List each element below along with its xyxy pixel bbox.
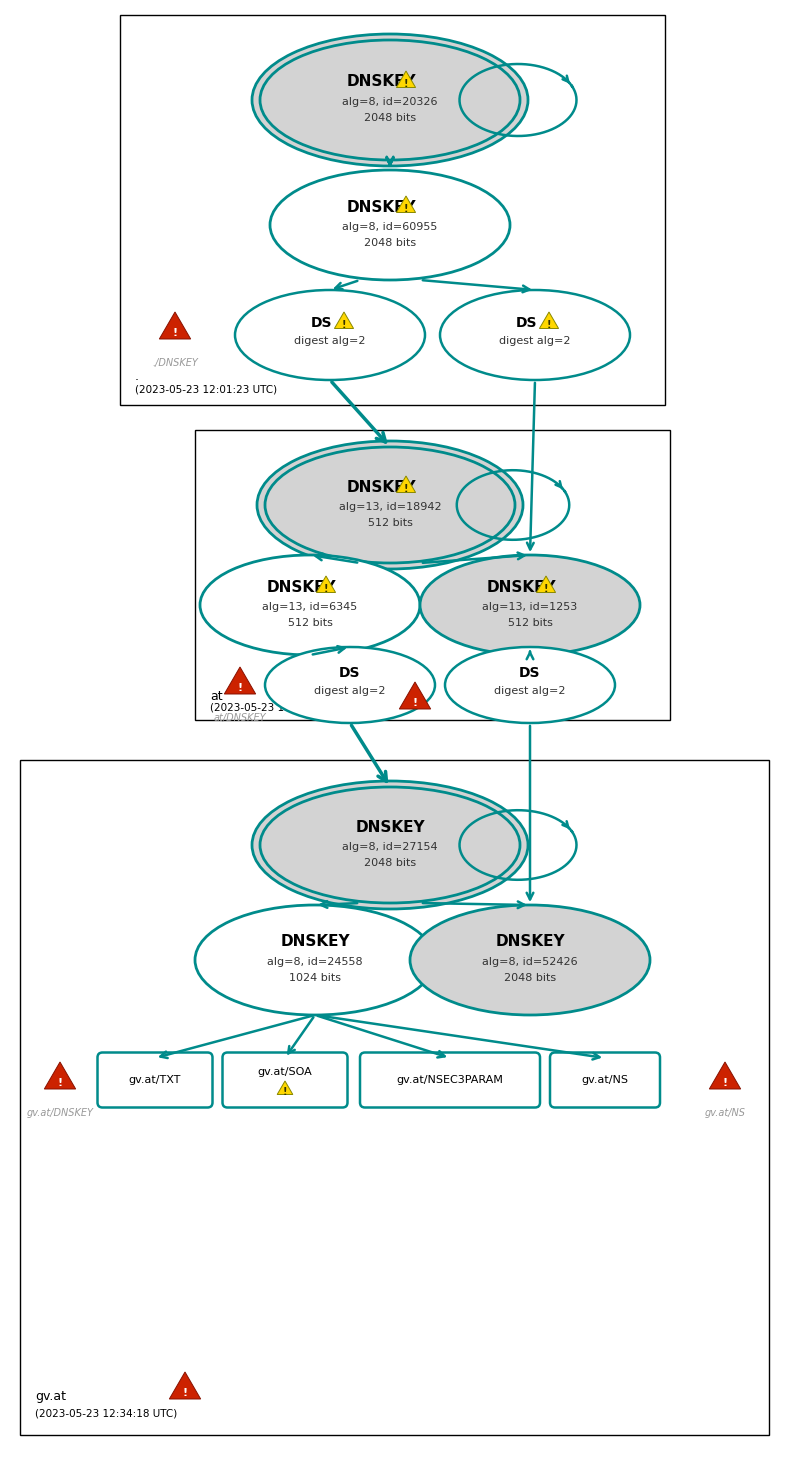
- Text: alg=13, id=18942: alg=13, id=18942: [338, 502, 441, 512]
- Polygon shape: [224, 667, 256, 695]
- Text: gv.at/DNSKEY: gv.at/DNSKEY: [27, 1108, 94, 1118]
- Ellipse shape: [265, 447, 515, 563]
- Text: alg=13, id=6345: alg=13, id=6345: [263, 602, 357, 612]
- Text: digest alg=2: digest alg=2: [494, 686, 566, 696]
- Ellipse shape: [252, 34, 528, 167]
- Text: !: !: [173, 327, 178, 338]
- Text: !: !: [237, 683, 242, 693]
- Text: DNSKEY: DNSKEY: [280, 935, 350, 950]
- Polygon shape: [170, 1372, 200, 1398]
- Text: !: !: [544, 584, 548, 594]
- Text: alg=8, id=24558: alg=8, id=24558: [267, 957, 363, 968]
- Ellipse shape: [445, 648, 615, 723]
- Ellipse shape: [270, 170, 510, 280]
- Text: gv.at/NS: gv.at/NS: [705, 1108, 746, 1118]
- Text: (2023-05-23 12:33:22 UTC): (2023-05-23 12:33:22 UTC): [210, 702, 352, 712]
- Text: 2048 bits: 2048 bits: [364, 114, 416, 122]
- Text: !: !: [58, 1078, 62, 1087]
- Text: alg=13, id=1253: alg=13, id=1253: [482, 602, 578, 612]
- Ellipse shape: [440, 291, 630, 381]
- Ellipse shape: [265, 648, 435, 723]
- Text: DNSKEY: DNSKEY: [346, 75, 416, 90]
- Bar: [195, 431, 670, 720]
- Text: DS: DS: [519, 667, 540, 680]
- Text: !: !: [342, 320, 346, 330]
- Text: DS: DS: [516, 316, 538, 330]
- Text: gv.at/NS: gv.at/NS: [581, 1075, 629, 1086]
- Ellipse shape: [252, 780, 528, 909]
- Text: 512 bits: 512 bits: [368, 518, 413, 528]
- Ellipse shape: [410, 906, 650, 1015]
- Text: !: !: [404, 484, 408, 494]
- Text: 512 bits: 512 bits: [507, 618, 552, 628]
- Text: 2048 bits: 2048 bits: [504, 974, 556, 982]
- Polygon shape: [277, 1081, 293, 1094]
- Text: !: !: [723, 1078, 727, 1087]
- Text: digest alg=2: digest alg=2: [294, 336, 366, 347]
- Text: DNSKEY: DNSKEY: [266, 580, 336, 594]
- Text: digest alg=2: digest alg=2: [314, 686, 386, 696]
- Polygon shape: [44, 1062, 76, 1089]
- Text: !: !: [404, 80, 408, 88]
- Text: gv.at: gv.at: [35, 1389, 66, 1403]
- Text: !: !: [413, 698, 417, 708]
- Ellipse shape: [195, 906, 435, 1015]
- Polygon shape: [159, 313, 191, 339]
- Text: alg=8, id=20326: alg=8, id=20326: [342, 97, 438, 108]
- Text: DS: DS: [311, 316, 333, 330]
- Text: (2023-05-23 12:01:23 UTC): (2023-05-23 12:01:23 UTC): [135, 385, 277, 395]
- Ellipse shape: [260, 788, 520, 903]
- Ellipse shape: [260, 40, 520, 159]
- Bar: [20, 760, 769, 1435]
- Text: !: !: [547, 320, 552, 330]
- Text: .: .: [135, 370, 139, 384]
- Text: DNSKEY: DNSKEY: [355, 820, 424, 835]
- Ellipse shape: [257, 441, 523, 569]
- Text: !: !: [182, 1388, 188, 1398]
- Text: at: at: [210, 690, 222, 704]
- Text: (2023-05-23 12:34:18 UTC): (2023-05-23 12:34:18 UTC): [35, 1409, 178, 1417]
- Polygon shape: [537, 577, 555, 593]
- Polygon shape: [540, 313, 559, 329]
- Text: !: !: [282, 1087, 287, 1097]
- FancyBboxPatch shape: [550, 1053, 660, 1108]
- Text: !: !: [404, 204, 408, 214]
- Text: alg=8, id=60955: alg=8, id=60955: [342, 223, 438, 232]
- Polygon shape: [335, 313, 353, 329]
- Text: at/DNSKEY: at/DNSKEY: [214, 712, 267, 723]
- Text: alg=8, id=52426: alg=8, id=52426: [482, 957, 578, 968]
- Polygon shape: [396, 196, 416, 212]
- Text: gv.at/SOA: gv.at/SOA: [258, 1066, 312, 1077]
- Text: DNSKEY: DNSKEY: [495, 935, 565, 950]
- Ellipse shape: [420, 555, 640, 655]
- Text: 1024 bits: 1024 bits: [289, 974, 341, 982]
- FancyBboxPatch shape: [98, 1053, 212, 1108]
- Text: DS: DS: [339, 667, 361, 680]
- Bar: [120, 15, 665, 406]
- Polygon shape: [399, 681, 431, 709]
- Text: gv.at/NSEC3PARAM: gv.at/NSEC3PARAM: [397, 1075, 503, 1086]
- Ellipse shape: [235, 291, 425, 381]
- Text: 2048 bits: 2048 bits: [364, 858, 416, 867]
- Ellipse shape: [200, 555, 420, 655]
- FancyBboxPatch shape: [360, 1053, 540, 1108]
- Text: 2048 bits: 2048 bits: [364, 237, 416, 248]
- Text: DNSKEY: DNSKEY: [346, 199, 416, 214]
- Text: DNSKEY: DNSKEY: [346, 479, 416, 494]
- Text: !: !: [323, 584, 328, 594]
- Text: DNSKEY: DNSKEY: [486, 580, 555, 594]
- Text: digest alg=2: digest alg=2: [499, 336, 570, 347]
- Polygon shape: [316, 577, 335, 593]
- Text: alg=8, id=27154: alg=8, id=27154: [342, 842, 438, 853]
- Polygon shape: [396, 476, 416, 493]
- Text: gv.at/TXT: gv.at/TXT: [129, 1075, 181, 1086]
- Text: ./DNSKEY: ./DNSKEY: [152, 358, 198, 367]
- FancyBboxPatch shape: [222, 1053, 347, 1108]
- Polygon shape: [709, 1062, 741, 1089]
- Text: 512 bits: 512 bits: [287, 618, 332, 628]
- Polygon shape: [396, 71, 416, 87]
